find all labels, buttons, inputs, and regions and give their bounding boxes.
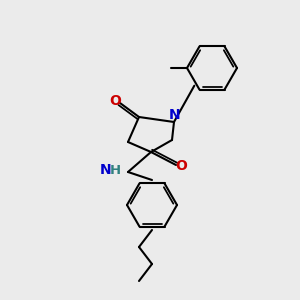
Text: N: N (169, 108, 181, 122)
Text: N: N (100, 163, 112, 177)
Text: O: O (175, 159, 187, 173)
Text: O: O (109, 94, 121, 108)
Text: H: H (110, 164, 121, 176)
